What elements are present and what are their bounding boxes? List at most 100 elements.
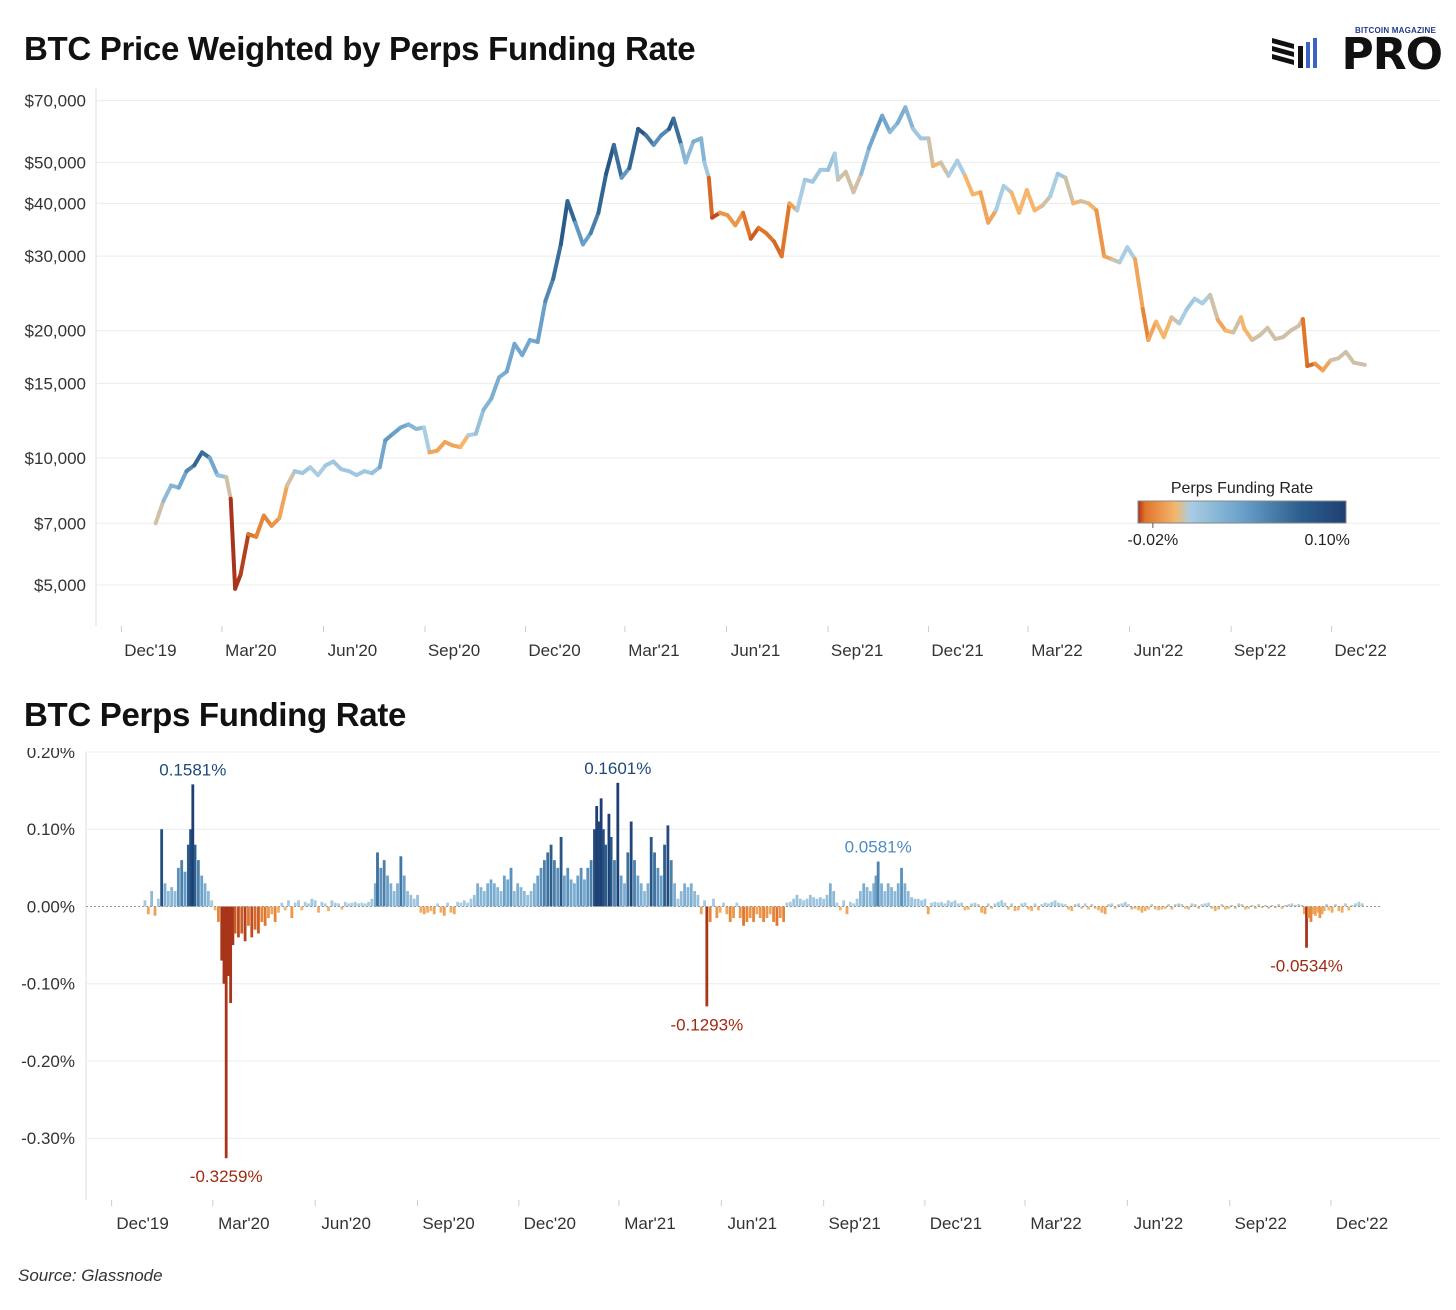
price-line-segment (228, 496, 238, 591)
price-line-segment (481, 396, 494, 412)
price-line-segment (277, 483, 290, 521)
funding-bar (906, 891, 910, 907)
funding-bar (1057, 902, 1060, 907)
price-line-segment (1265, 325, 1278, 342)
funding-bar (1063, 904, 1067, 907)
funding-bar (143, 900, 147, 907)
funding-bar (623, 883, 626, 907)
funding-bar (1257, 904, 1261, 907)
funding-bar (822, 898, 826, 907)
funding-bar (1350, 904, 1354, 907)
funding-bar (300, 906, 304, 911)
funding-bar (705, 906, 709, 1007)
funding-bar (183, 871, 187, 907)
funding-bar (402, 875, 406, 907)
price-line-segment (1063, 175, 1076, 206)
funding-bar (1083, 903, 1087, 907)
funding-bar (666, 825, 670, 907)
funding-bar (597, 821, 601, 907)
funding-bar (1023, 902, 1027, 907)
funding-bar (1340, 906, 1344, 913)
funding-bar (1217, 906, 1221, 910)
funding-bar (872, 883, 876, 907)
funding-bar (722, 902, 725, 907)
funding-bar (1300, 904, 1304, 907)
funding-bar (240, 906, 244, 934)
funding-bar (327, 906, 330, 912)
price-line-segment (285, 469, 297, 488)
funding-bar (1073, 904, 1077, 907)
price-line-segment (1320, 358, 1333, 373)
price-line-segment (1184, 296, 1197, 311)
funding-bar (253, 906, 257, 930)
funding-bar (1013, 906, 1017, 912)
funding-bar (880, 883, 883, 907)
price-x-tick-label: Jun'21 (731, 641, 781, 660)
funding-bar (960, 902, 964, 907)
funding-bar (607, 813, 611, 907)
funding-y-tick-label: -0.10% (21, 975, 75, 994)
funding-bar (855, 898, 859, 907)
funding-bar (693, 891, 696, 907)
funding-bar (835, 902, 839, 907)
price-line-segment (706, 175, 715, 220)
funding-bar (1267, 906, 1271, 909)
funding-bar (297, 900, 300, 907)
price-y-tick-label: $70,000 (25, 92, 86, 111)
funding-bar (613, 860, 616, 907)
price-line-segment (254, 513, 266, 539)
price-line-segment (895, 105, 908, 125)
funding-bar (176, 867, 180, 907)
price-x-tick-label: Dec'21 (931, 641, 983, 660)
funding-bar (852, 903, 856, 907)
funding-bar (808, 894, 812, 907)
funding-bar (1277, 904, 1281, 907)
funding-bar (1143, 906, 1147, 912)
funding-bar (643, 891, 646, 907)
funding-bar (825, 894, 829, 907)
price-x-tick-label: Mar'22 (1031, 641, 1082, 660)
funding-bar (963, 906, 967, 911)
funding-bar (1117, 904, 1120, 907)
price-line-segment (748, 225, 761, 241)
funding-bar (626, 852, 630, 907)
funding-bar (449, 906, 453, 913)
funding-bar (1357, 901, 1361, 907)
funding-bar (337, 903, 340, 907)
funding-bar (686, 887, 690, 907)
funding-bar (930, 902, 933, 907)
price-line-segment (161, 483, 174, 504)
funding-bar (389, 883, 393, 907)
funding-x-tick-label: Mar'20 (218, 1214, 269, 1233)
funding-bar (728, 906, 732, 922)
price-line-segment (565, 199, 578, 225)
funding-bar (310, 898, 314, 907)
price-line-segment (377, 438, 388, 470)
legend-max-label: 0.10% (1304, 532, 1349, 549)
funding-bar (1010, 903, 1014, 907)
funding-x-tick-label: Sep'22 (1235, 1214, 1287, 1233)
funding-bar (1003, 902, 1007, 907)
funding-bar (446, 902, 449, 907)
funding-bar (350, 902, 354, 907)
funding-bar (333, 902, 337, 907)
funding-bar (469, 898, 473, 907)
funding-x-tick-label: Sep'20 (422, 1214, 474, 1233)
funding-bar (422, 906, 426, 915)
funding-bar (357, 903, 360, 907)
funding-bar (569, 879, 573, 907)
price-line-segment (880, 113, 892, 135)
funding-bar (920, 900, 923, 907)
price-line-segment (810, 167, 823, 184)
price-x-tick-label: Dec'20 (528, 641, 580, 660)
funding-bar (439, 906, 443, 913)
funding-bar (452, 906, 456, 915)
price-line-segment (911, 126, 923, 141)
price-line-segment (261, 513, 274, 528)
funding-bar (679, 891, 683, 907)
price-y-tick-label: $5,000 (34, 576, 86, 595)
funding-bar (200, 875, 204, 907)
price-line-segment (153, 499, 166, 526)
funding-bar (196, 860, 200, 907)
funding-x-tick-label: Dec'19 (116, 1214, 168, 1233)
